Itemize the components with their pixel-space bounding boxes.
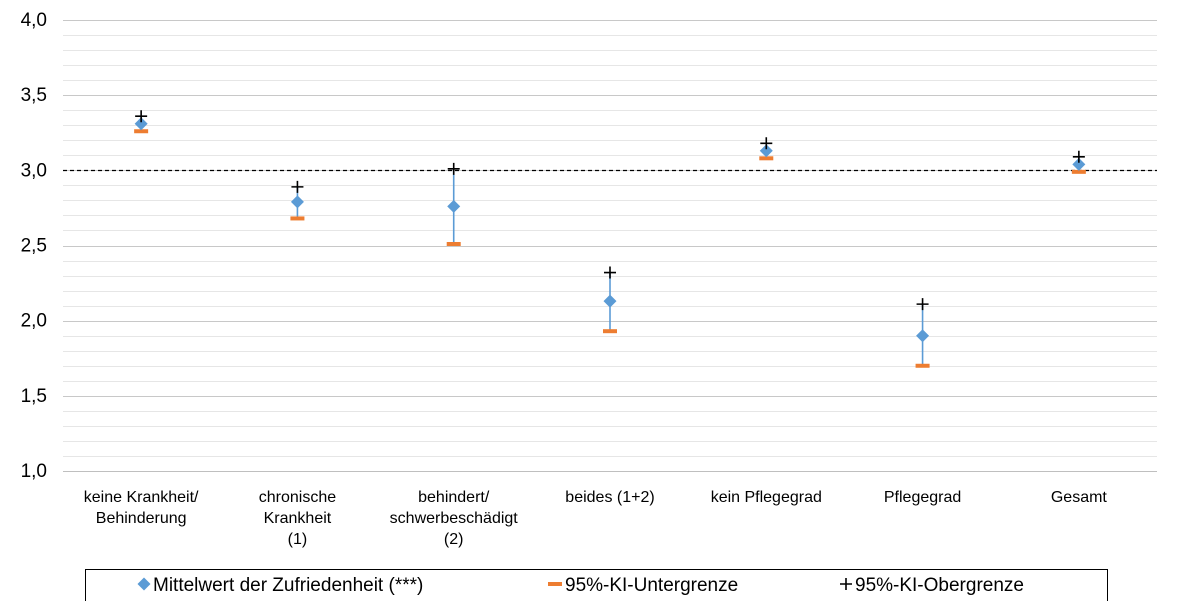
x-tick-label: behindert/schwerbeschädigt (2) [390,489,519,548]
legend: Mittelwert der Zufriedenheit (***) 95%-KI… [85,569,1108,605]
upper-bound-marker [760,137,773,150]
mean-marker [603,294,617,308]
legend-lower-label: 95%-KI-Untergrenze [565,575,738,596]
legend-box [85,569,1108,605]
y-tick-label: 1,0 [21,461,47,482]
y-tick-label: 1,5 [21,386,47,407]
lower-bound-marker [446,241,461,246]
y-tick-label: 3,5 [21,85,47,106]
x-tick-label: beides (1+2) [565,489,654,506]
x-axis-ticks: keine Krankheit/Behinderung chronische Kra… [84,489,1108,548]
mean-marker [290,195,304,209]
legend-upper-icon [840,578,852,590]
lower-bound-marker [915,363,930,368]
lower-bound-marker [603,329,617,334]
legend-mean-label: Mittelwert der Zufriedenheit (***) [153,575,423,596]
upper-bound-marker [1072,150,1085,163]
data-marks [134,110,1086,368]
upper-bound-marker [135,110,148,123]
mean-marker [916,329,930,343]
lower-bound-marker [134,129,149,134]
x-tick-label: Gesamt [1051,489,1108,506]
x-tick-label: kein Pflegegrad [711,489,822,506]
legend-mean-icon [137,577,151,591]
gridlines [63,20,1157,472]
upper-bound-marker [291,180,304,193]
y-tick-label: 2,5 [21,236,47,257]
x-tick-label: Pflegegrad [884,489,961,506]
x-tick-label: chronische Krankheit (1) [259,489,336,548]
y-tick-label: 3,0 [21,160,47,181]
x-tick-label: keine Krankheit/Behinderung [84,489,199,527]
upper-bound-marker [447,162,460,175]
upper-bound-marker [916,298,929,311]
lower-bound-marker [290,216,305,221]
mean-marker [1072,157,1086,171]
mean-marker [447,199,461,213]
legend-upper-label: 95%-KI-Obergrenze [855,575,1024,596]
y-tick-label: 4,0 [21,10,47,31]
legend-lower-icon [548,582,562,586]
lower-bound-marker [759,156,774,161]
mean-marker [134,117,148,131]
y-tick-label: 2,0 [21,311,47,332]
y-axis-ticks: 1,0 1,5 2,0 2,5 3,0 3,5 4,0 [21,10,47,482]
lower-bound-marker [1071,169,1086,174]
upper-bound-marker [604,266,616,279]
mean-marker [759,144,773,158]
